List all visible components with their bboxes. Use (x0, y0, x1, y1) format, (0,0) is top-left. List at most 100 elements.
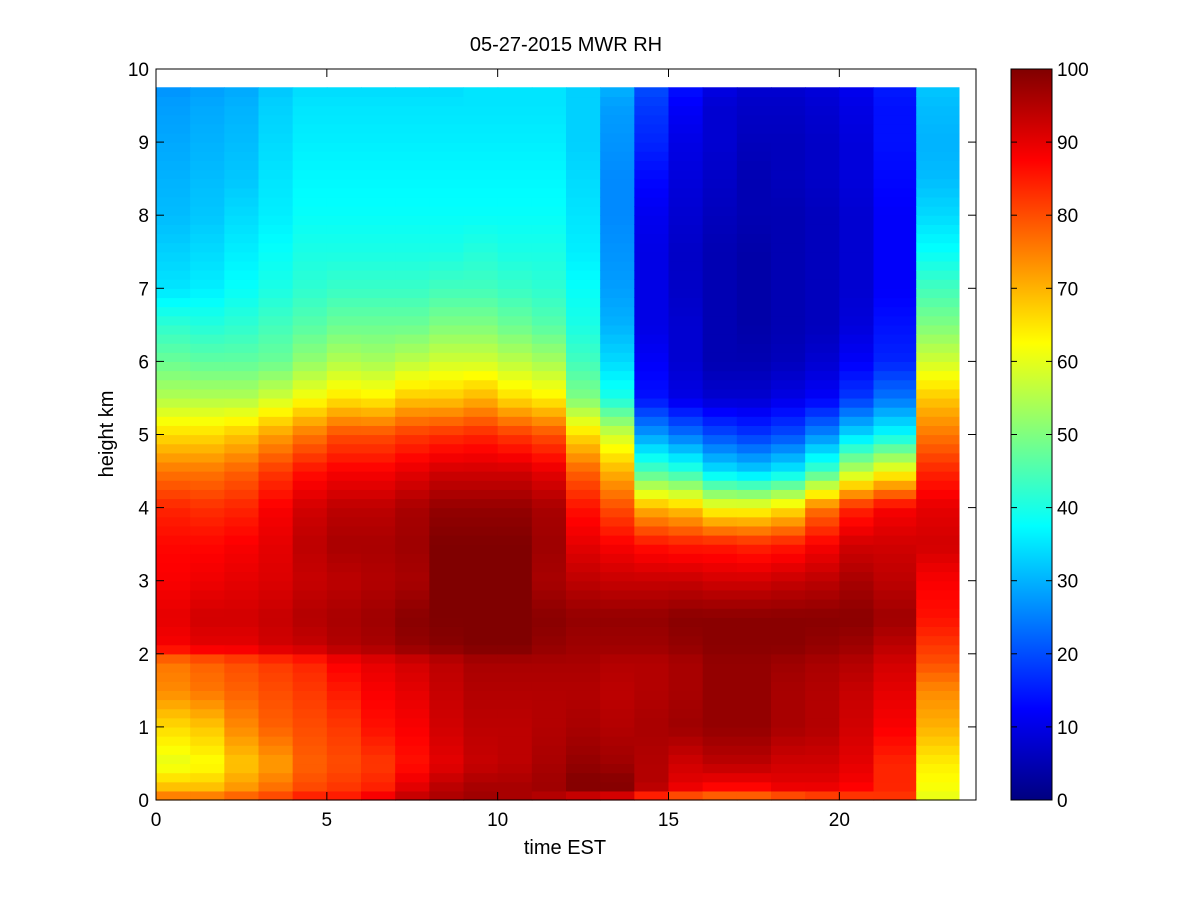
heatmap-cell (326, 224, 362, 235)
heatmap-cell (326, 726, 362, 737)
heatmap-cell (156, 708, 191, 719)
heatmap-cell (668, 306, 704, 317)
heatmap-cell (668, 270, 704, 280)
heatmap-cell (361, 123, 396, 134)
heatmap-cell (531, 132, 567, 143)
heatmap-cell (429, 763, 465, 774)
heatmap-cell (429, 516, 465, 527)
heatmap-cell (805, 379, 840, 390)
heatmap-cell (224, 553, 260, 564)
heatmap-cell (702, 260, 738, 271)
heatmap-cell (531, 690, 567, 701)
heatmap-cell (190, 489, 225, 500)
heatmap-cell (258, 87, 294, 98)
heatmap-cell (600, 598, 635, 609)
heatmap-cell (497, 507, 533, 518)
heatmap-cell (156, 772, 191, 783)
heatmap-cell (771, 745, 806, 755)
heatmap-cell (361, 681, 396, 691)
heatmap-cell (634, 425, 670, 436)
heatmap-cell (600, 580, 635, 591)
heatmap-cell (736, 480, 772, 490)
heatmap-cell (839, 480, 875, 490)
heatmap-cell (429, 270, 465, 280)
heatmap-cell (326, 690, 362, 701)
heatmap-cell (531, 434, 567, 445)
y-tick-label: 0 (138, 791, 149, 812)
heatmap-cell (463, 224, 499, 235)
heatmap-cell (736, 434, 772, 445)
heatmap-cell (361, 662, 396, 673)
heatmap-cell (634, 388, 670, 399)
heatmap-cell (702, 516, 738, 527)
heatmap-cell (258, 608, 294, 618)
heatmap-cell (429, 434, 465, 445)
heatmap-cell (429, 187, 465, 198)
heatmap-cell (736, 562, 772, 573)
heatmap-cell (771, 397, 806, 408)
heatmap-cell (873, 96, 917, 107)
heatmap-cell (668, 544, 704, 554)
heatmap-cell (839, 781, 875, 792)
heatmap-cell (326, 142, 362, 152)
heatmap-cell (395, 123, 430, 134)
heatmap-cell (600, 635, 635, 646)
heatmap-cell (668, 608, 704, 618)
heatmap-cell (531, 105, 567, 116)
heatmap-cell (805, 681, 840, 691)
heatmap-cell (224, 397, 260, 408)
heatmap-cell (292, 324, 328, 335)
heatmap-cell (497, 571, 533, 582)
heatmap-cell (839, 617, 875, 627)
heatmap-cell (916, 507, 960, 518)
heatmap-cell (497, 270, 533, 280)
heatmap-cell (916, 763, 960, 774)
heatmap-cell (916, 580, 960, 591)
heatmap-cell (771, 443, 806, 454)
heatmap-cell (429, 644, 465, 655)
heatmap-cell (156, 397, 191, 408)
heatmap-cell (190, 672, 225, 682)
heatmap-cell (497, 105, 533, 116)
heatmap-cell (224, 206, 260, 216)
heatmap-cell (566, 516, 601, 527)
heatmap-cell (395, 461, 430, 472)
heatmap-cell (839, 708, 875, 719)
heatmap-cell (916, 416, 960, 426)
heatmap-cell (873, 681, 917, 691)
heatmap-cell (224, 96, 260, 107)
heatmap-cell (292, 644, 328, 655)
heatmap-cell (156, 132, 191, 143)
heatmap-cell (292, 626, 328, 637)
heatmap-cell (361, 279, 396, 289)
heatmap-cell (736, 361, 772, 372)
heatmap-cell (668, 178, 704, 189)
heatmap-cell (634, 333, 670, 344)
heatmap-cell (531, 635, 567, 646)
heatmap-cell (702, 151, 738, 161)
heatmap-cell (668, 379, 704, 390)
heatmap-cell (258, 279, 294, 289)
heatmap-cell (531, 96, 567, 107)
heatmap-cell (292, 571, 328, 582)
heatmap-cell (156, 187, 191, 198)
heatmap-cell (702, 242, 738, 253)
heatmap-cell (497, 160, 533, 171)
heatmap-cell (190, 105, 225, 116)
heatmap-cell (395, 745, 430, 755)
heatmap-cell (634, 297, 670, 308)
heatmap-cell (292, 279, 328, 289)
heatmap-cell (634, 114, 670, 125)
heatmap-cell (736, 736, 772, 746)
heatmap-cell (600, 443, 635, 454)
heatmap-cell (916, 553, 960, 564)
heatmap-cell (395, 562, 430, 573)
heatmap-cell (292, 416, 328, 426)
heatmap-cell (531, 315, 567, 326)
heatmap-cell (292, 471, 328, 481)
heatmap-cell (566, 598, 601, 609)
heatmap-cell (292, 187, 328, 198)
heatmap-cell (258, 297, 294, 308)
heatmap-cell (771, 251, 806, 262)
heatmap-cell (916, 361, 960, 372)
